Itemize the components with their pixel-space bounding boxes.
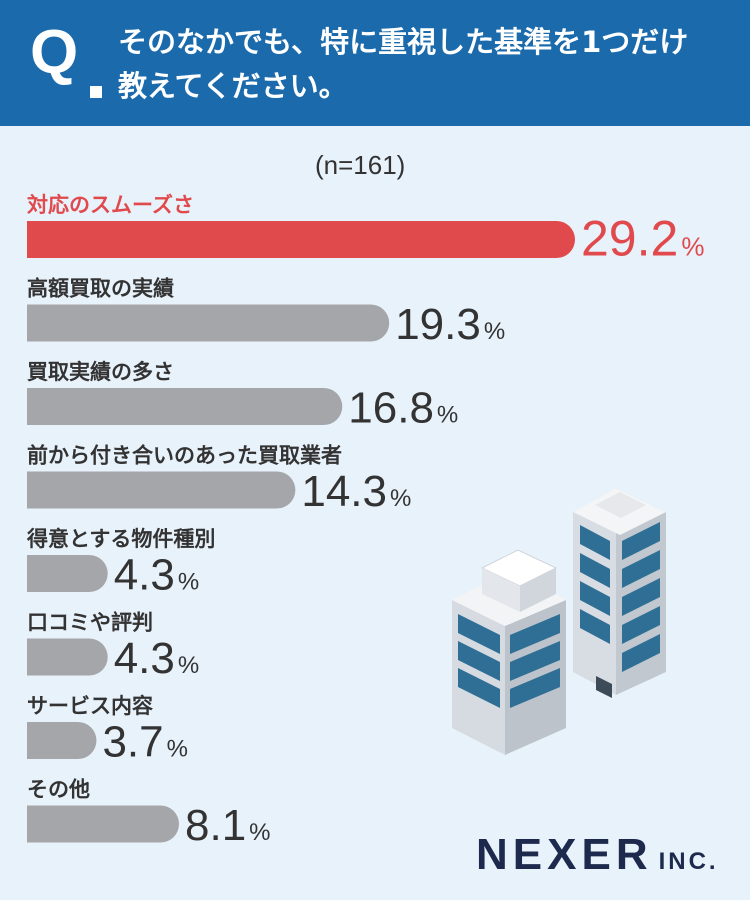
- bar-left-cap: [27, 388, 46, 425]
- office-buildings-icon: [452, 488, 666, 755]
- question-line-1: そのなかでも、特に重視した基準を1つだけ: [118, 25, 689, 59]
- value-unit: %: [681, 232, 704, 262]
- category-label: サービス内容: [27, 694, 153, 718]
- value-number: 16.8: [348, 384, 434, 433]
- bar-left-cap: [27, 555, 46, 592]
- bar: [27, 471, 296, 509]
- bar: [27, 304, 390, 342]
- bar-left-cap: [27, 471, 46, 509]
- bar: [27, 555, 108, 592]
- q-mark: Q: [30, 18, 79, 87]
- bar-left-cap: [27, 638, 46, 676]
- value-number: 4.3: [114, 634, 175, 683]
- value-label: 8.1%: [185, 801, 271, 850]
- value-label: 4.3%: [114, 551, 200, 600]
- value-label: 29.2%: [581, 211, 704, 267]
- bar-left-cap: [27, 722, 46, 759]
- logo-main: NEXER: [476, 830, 653, 879]
- q-dot: [90, 86, 102, 98]
- value-number: 4.3: [114, 551, 175, 600]
- value-number: 8.1: [185, 801, 246, 850]
- question-header: Q そのなかでも、特に重視した基準を1つだけ 教えてください。: [0, 0, 750, 126]
- value-label: 3.7%: [102, 718, 188, 767]
- value-unit: %: [484, 318, 505, 345]
- value-label: 4.3%: [114, 634, 200, 683]
- bar-left-cap: [27, 304, 46, 342]
- category-label: 対応のスムーズさ: [27, 193, 194, 217]
- category-label: 口コミや評判: [27, 611, 153, 635]
- category-label: 前から付き合いのあった買取業者: [27, 444, 342, 468]
- value-label: 19.3%: [395, 300, 505, 349]
- value-unit: %: [437, 402, 458, 429]
- value-unit: %: [249, 819, 270, 846]
- sample-size-label: (n=161): [315, 150, 406, 180]
- value-unit: %: [178, 652, 199, 679]
- value-unit: %: [178, 569, 199, 596]
- value-label: 16.8%: [348, 384, 458, 433]
- bar: [27, 638, 108, 676]
- value-number: 3.7: [102, 718, 163, 767]
- value-number: 14.3: [301, 467, 387, 516]
- value-unit: %: [390, 485, 411, 512]
- bar: [27, 221, 575, 258]
- logo-suffix: INC.: [658, 848, 719, 875]
- category-label: その他: [27, 778, 90, 802]
- value-number: 19.3: [395, 300, 481, 349]
- question-text: そのなかでも、特に重視した基準を1つだけ 教えてください。: [118, 20, 738, 108]
- nexer-logo: NEXER INC.: [476, 830, 719, 880]
- bar-left-cap: [27, 805, 46, 843]
- category-label: 買取実績の多さ: [27, 360, 174, 384]
- bar: [27, 805, 180, 843]
- value-unit: %: [167, 736, 188, 763]
- value-label: 14.3%: [301, 467, 411, 516]
- value-number: 29.2: [581, 211, 678, 267]
- bar: [27, 388, 343, 425]
- category-label: 得意とする物件種別: [26, 527, 215, 551]
- category-label: 高額買取の実績: [27, 277, 174, 301]
- bar-left-cap: [27, 221, 46, 258]
- question-line-2: 教えてください。: [118, 69, 348, 103]
